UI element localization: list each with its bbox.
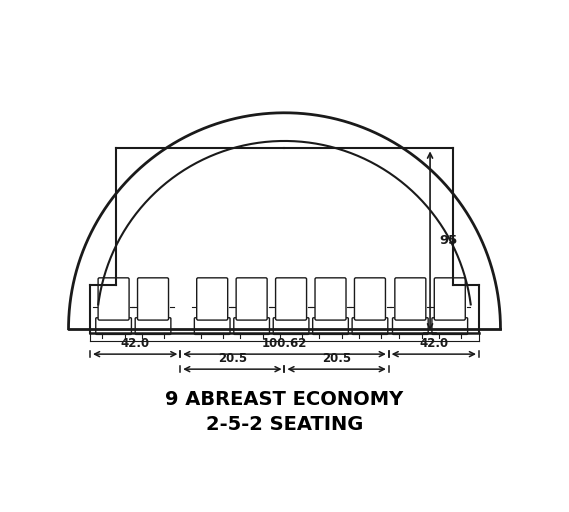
FancyBboxPatch shape bbox=[434, 278, 465, 320]
FancyBboxPatch shape bbox=[96, 318, 131, 334]
Text: 95: 95 bbox=[439, 234, 457, 247]
Text: 100.62: 100.62 bbox=[262, 337, 307, 350]
FancyBboxPatch shape bbox=[315, 278, 346, 320]
Text: 20.5: 20.5 bbox=[218, 352, 247, 366]
FancyBboxPatch shape bbox=[313, 318, 348, 334]
FancyBboxPatch shape bbox=[432, 318, 468, 334]
FancyBboxPatch shape bbox=[275, 278, 307, 320]
FancyBboxPatch shape bbox=[273, 318, 309, 334]
FancyBboxPatch shape bbox=[138, 278, 168, 320]
FancyBboxPatch shape bbox=[393, 318, 428, 334]
FancyBboxPatch shape bbox=[236, 278, 267, 320]
FancyBboxPatch shape bbox=[197, 278, 228, 320]
Text: 42.0: 42.0 bbox=[419, 337, 448, 350]
Text: 20.5: 20.5 bbox=[322, 352, 351, 366]
Text: 42.0: 42.0 bbox=[121, 337, 150, 350]
Text: 2-5-2 SEATING: 2-5-2 SEATING bbox=[206, 415, 363, 434]
FancyBboxPatch shape bbox=[354, 278, 385, 320]
FancyBboxPatch shape bbox=[352, 318, 388, 334]
FancyBboxPatch shape bbox=[195, 318, 230, 334]
FancyBboxPatch shape bbox=[234, 318, 270, 334]
FancyBboxPatch shape bbox=[98, 278, 129, 320]
FancyBboxPatch shape bbox=[135, 318, 171, 334]
Text: 9 ABREAST ECONOMY: 9 ABREAST ECONOMY bbox=[166, 390, 403, 409]
FancyBboxPatch shape bbox=[395, 278, 426, 320]
